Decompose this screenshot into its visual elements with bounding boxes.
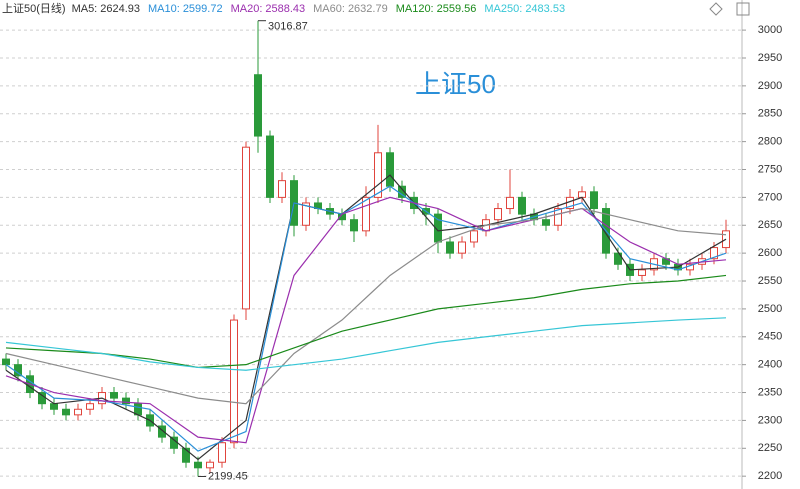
candle-body xyxy=(554,208,562,226)
candle-body xyxy=(302,202,310,226)
candle-body xyxy=(158,425,166,438)
legend-name: MA120: xyxy=(396,3,434,15)
candle-body xyxy=(182,447,190,463)
y-tick-label: 2200 xyxy=(758,470,782,482)
legend-name: MA60: xyxy=(313,3,345,15)
y-tick-label: 2700 xyxy=(758,191,782,203)
y-tick-label: 2450 xyxy=(758,331,782,343)
legend-name: MA20: xyxy=(231,3,263,15)
ma-line xyxy=(5,207,727,405)
legend-name: MA250: xyxy=(484,3,522,15)
candle-body xyxy=(590,191,598,210)
diamond-icon[interactable] xyxy=(709,2,723,16)
y-tick-label: 2650 xyxy=(758,219,782,231)
y-tick-label: 2300 xyxy=(758,414,782,426)
y-tick-label: 2850 xyxy=(758,108,782,120)
candle-body xyxy=(74,408,82,416)
candle-body xyxy=(206,461,214,469)
candle-body xyxy=(62,408,70,416)
candle-body xyxy=(374,152,382,198)
y-tick-label: 2350 xyxy=(758,386,782,398)
y-tick-label: 2400 xyxy=(758,359,782,371)
candle-body xyxy=(494,208,502,221)
legend-value: 2599.72 xyxy=(183,3,223,15)
candle-body xyxy=(578,191,586,198)
candle-body xyxy=(2,358,10,366)
y-tick-label: 2950 xyxy=(758,52,782,64)
candle-body xyxy=(122,397,130,405)
header: 上证50(日线) xyxy=(2,1,66,15)
y-tick-label: 2250 xyxy=(758,442,782,454)
candle-body xyxy=(242,146,250,310)
legend-value: 2483.53 xyxy=(525,3,565,15)
candle-body xyxy=(638,269,646,276)
candle-body xyxy=(86,403,94,410)
legend-value: 2624.93 xyxy=(100,3,140,15)
candle-body xyxy=(470,230,478,243)
min-label: 2199.45 xyxy=(208,470,248,482)
legend-name: MA10: xyxy=(148,3,180,15)
candle-body xyxy=(458,241,466,254)
legend-name: MA5: xyxy=(72,3,98,15)
candle-body xyxy=(542,219,550,226)
candle-body xyxy=(278,180,286,198)
candle-body xyxy=(710,247,718,260)
square-icon[interactable] xyxy=(736,2,750,16)
ma-line xyxy=(5,196,727,444)
y-tick-label: 2550 xyxy=(758,275,782,287)
y-tick-label: 2500 xyxy=(758,303,782,315)
candle-body xyxy=(254,74,262,137)
candle-body xyxy=(50,403,58,410)
ma-line xyxy=(5,274,727,369)
candle-body xyxy=(266,135,274,198)
y-tick-label: 2900 xyxy=(758,80,782,92)
candle-body xyxy=(218,442,226,463)
ma-line xyxy=(5,185,727,452)
candle-body xyxy=(518,196,526,215)
candle-body xyxy=(362,196,370,232)
legend-value: 2559.56 xyxy=(437,3,477,15)
y-tick-label: 3000 xyxy=(758,24,782,36)
max-label: 3016.87 xyxy=(268,21,308,33)
y-tick-label: 2800 xyxy=(758,136,782,148)
candle-body xyxy=(506,196,514,210)
ma-line xyxy=(5,174,727,461)
chart-title: 上证50 xyxy=(415,69,496,99)
candle-body xyxy=(110,392,118,399)
legend-value: 2632.79 xyxy=(348,3,388,15)
candle-body xyxy=(614,252,622,265)
candle-body xyxy=(446,241,454,254)
toolbar-icons[interactable] xyxy=(709,2,750,16)
candle-body xyxy=(194,461,202,469)
candle-body xyxy=(386,152,394,187)
y-tick-label: 2600 xyxy=(758,247,782,259)
y-tick-label: 2750 xyxy=(758,163,782,175)
candle-body xyxy=(350,219,358,232)
candle-body xyxy=(230,319,238,444)
candle-body xyxy=(170,436,178,449)
ma-line xyxy=(5,317,727,371)
legend-value: 2588.43 xyxy=(265,3,305,15)
